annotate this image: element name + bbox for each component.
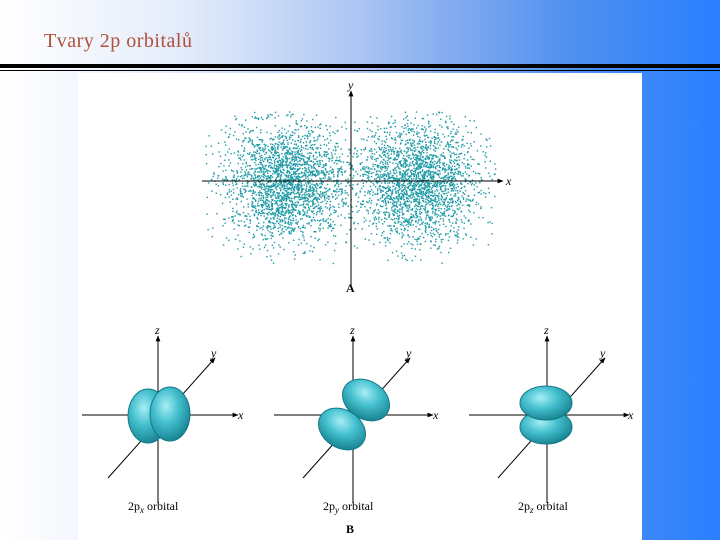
panel-a-x-label: x: [505, 174, 512, 188]
slide-title: Tvary 2p orbitalů: [44, 30, 193, 52]
title-divider: [0, 64, 720, 68]
orbital-2px-z-label: z: [154, 323, 160, 337]
panel-a-y-label: y: [347, 78, 354, 92]
orbital-2pz-y-label: y: [599, 346, 606, 360]
orbital-figure: x y A z y x 2px orbital z y x 2py orbi: [78, 73, 642, 540]
orbital-2pz-z-label: z: [543, 323, 549, 337]
electron-density-dots: [205, 111, 497, 265]
orbital-2px-lobe-right: [149, 386, 191, 442]
orbital-2py-z-label: z: [349, 323, 355, 337]
orbital-2pz: z y x 2pz orbital: [469, 323, 634, 515]
panel-b-label: B: [346, 522, 354, 536]
orbital-2px-y-label: y: [210, 346, 217, 360]
orbital-2px: z y x 2px orbital: [82, 323, 244, 515]
orbital-2py-lobe-lower: [318, 407, 366, 451]
panel-a-axes: x y A: [202, 78, 512, 295]
orbital-2py: z y x 2py orbital: [274, 323, 439, 515]
orbital-2pz-caption: 2pz orbital: [518, 499, 569, 515]
orbital-diagram: x y A z y x 2px orbital z y x 2py orbi: [82, 78, 634, 536]
orbital-2px-x-label: x: [237, 408, 244, 422]
title-divider-thin: [0, 70, 720, 71]
orbital-2pz-x-label: x: [627, 408, 634, 422]
orbital-2px-caption: 2px orbital: [128, 499, 179, 515]
orbital-2pz-lobe-upper: [519, 385, 573, 421]
orbital-2py-x-label: x: [432, 408, 439, 422]
panel-a-label: A: [346, 281, 355, 295]
orbital-2py-y-label: y: [405, 346, 412, 360]
orbital-2py-caption: 2py orbital: [323, 499, 374, 515]
